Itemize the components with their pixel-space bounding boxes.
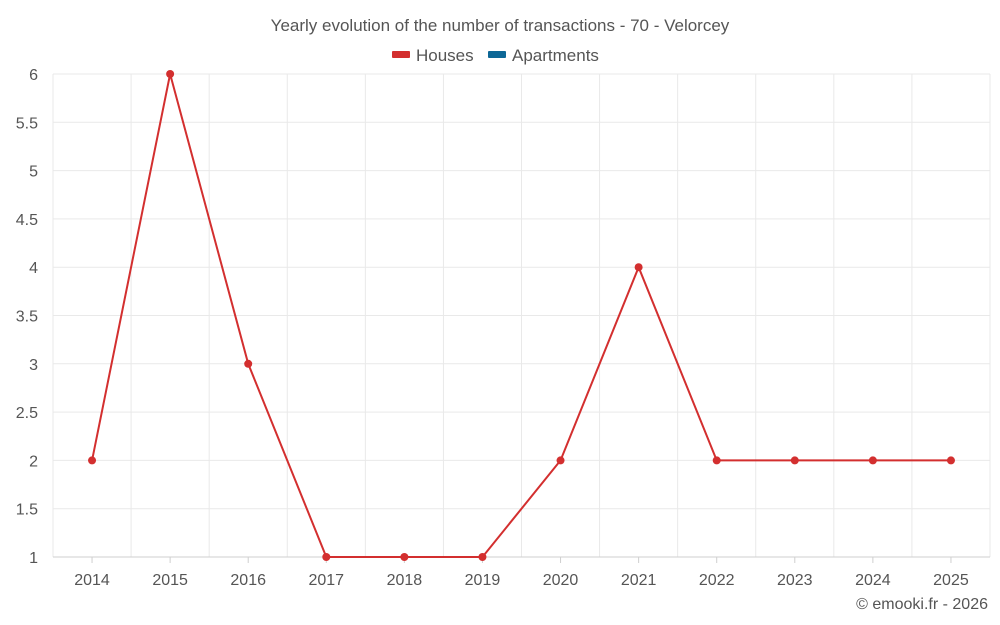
grid (52, 73, 991, 557)
series-line-houses (91, 73, 951, 558)
y-tick-label: 2.5 (16, 405, 38, 422)
legend-item-houses[interactable]: Houses (392, 46, 474, 65)
data-point-houses[interactable] (790, 456, 799, 465)
data-point-houses[interactable] (244, 359, 253, 368)
y-tick-label: 3 (29, 357, 38, 374)
data-point-houses[interactable] (946, 456, 955, 465)
credit-text: © emooki.fr - 2026 (856, 596, 988, 613)
y-tick-label: 3.5 (16, 309, 38, 326)
legend-label-houses: Houses (416, 46, 474, 65)
y-tick-label: 4.5 (16, 212, 38, 229)
y-tick-label: 4 (29, 260, 38, 277)
legend-label-apartments: Apartments (512, 46, 599, 65)
data-point-houses[interactable] (556, 456, 565, 465)
legend: Houses Apartments (392, 46, 599, 65)
y-tick-label: 5 (29, 164, 38, 181)
data-point-houses[interactable] (712, 456, 721, 465)
data-points (88, 70, 955, 561)
x-tick-label: 2020 (543, 572, 579, 589)
x-tick-label: 2023 (777, 572, 813, 589)
x-tick-label: 2025 (933, 572, 969, 589)
y-tick-label: 2 (29, 453, 38, 470)
legend-swatch-houses (392, 51, 410, 58)
x-tick-label: 2017 (308, 572, 344, 589)
data-point-houses[interactable] (400, 553, 409, 561)
x-tick-label: 2024 (855, 572, 891, 589)
data-point-houses[interactable] (634, 263, 643, 272)
chart-title: Yearly evolution of the number of transa… (271, 16, 730, 35)
x-tick-label: 2014 (74, 572, 110, 589)
x-tick-label: 2022 (699, 572, 735, 589)
x-tick-label: 2019 (465, 572, 501, 589)
data-point-houses[interactable] (478, 553, 487, 561)
x-tick-label: 2015 (152, 572, 188, 589)
y-tick-label: 5.5 (16, 115, 38, 132)
x-tick-label: 2021 (621, 572, 657, 589)
data-point-houses[interactable] (868, 456, 877, 465)
data-point-houses[interactable] (166, 70, 175, 78)
y-tick-label: 6 (29, 67, 38, 84)
legend-swatch-apartments (488, 51, 506, 58)
legend-item-apartments[interactable]: Apartments (488, 46, 599, 65)
y-tick-label: 1.5 (16, 502, 38, 519)
y-tick-label: 1 (29, 550, 38, 567)
data-point-houses[interactable] (88, 456, 97, 465)
series (91, 73, 951, 558)
x-tick-label: 2018 (387, 572, 423, 589)
axes: 1 1.5 2 2.5 3 3.5 4 4.5 5 5.5 6 2014 2015 2016 2017 201… (16, 67, 990, 589)
x-tick-label: 2016 (230, 572, 266, 589)
data-point-houses[interactable] (322, 553, 331, 561)
